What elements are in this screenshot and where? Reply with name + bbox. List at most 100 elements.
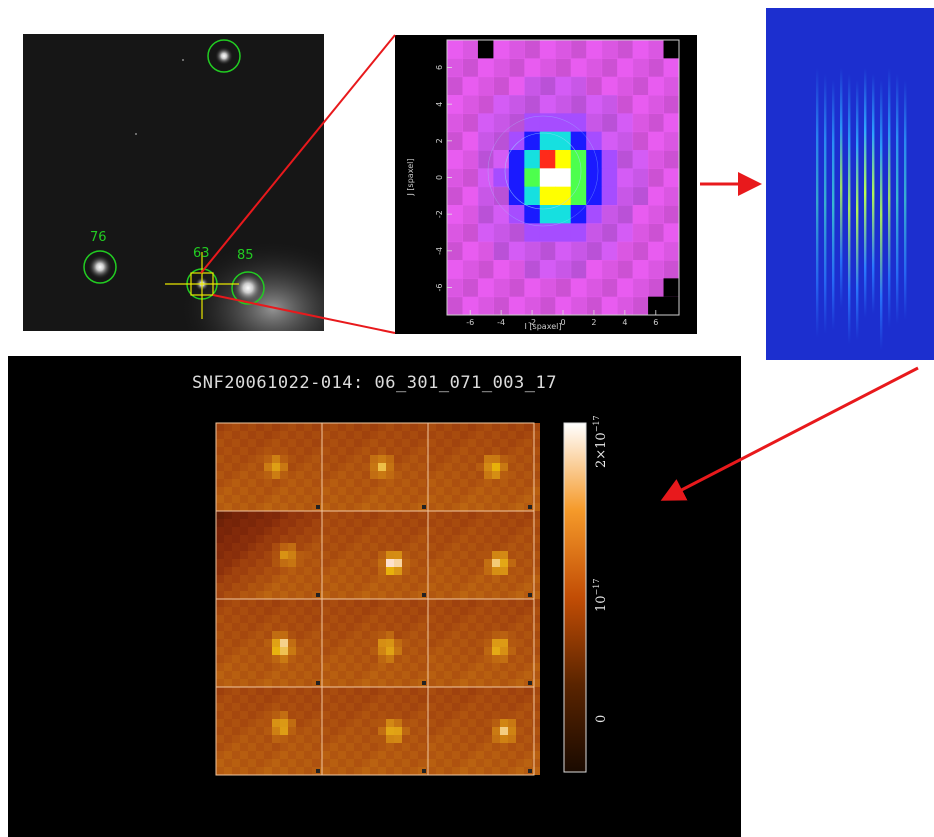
psf-spaxel — [447, 76, 463, 96]
psf-spaxel — [508, 205, 525, 224]
psf-spaxel — [648, 223, 665, 243]
psf-spaxel — [508, 150, 525, 169]
psf-spaxel — [648, 76, 665, 96]
psf-spaxel — [586, 168, 603, 188]
psf-spaxel — [601, 296, 618, 316]
psf-spaxel — [570, 205, 587, 224]
psf-spaxel — [447, 113, 463, 133]
psf-spaxel — [477, 205, 494, 224]
psf-spaxel — [570, 40, 587, 59]
psf-spaxel — [524, 186, 541, 206]
psf-spaxel — [555, 296, 572, 316]
psf-spaxel — [508, 76, 525, 96]
spectrum-streak — [816, 68, 819, 338]
psf-spaxel — [663, 95, 680, 114]
psf-spaxel — [586, 278, 603, 298]
psf-spaxel — [462, 241, 479, 261]
psf-y-tick-label: -2 — [435, 210, 444, 218]
psf-spaxel — [524, 205, 541, 224]
psf-y-tick-label: 2 — [435, 138, 444, 143]
psf-spaxel — [632, 223, 649, 243]
psf-spaxel — [586, 223, 603, 243]
cube-slice-tile — [215, 510, 328, 600]
psf-spaxel — [539, 113, 556, 133]
psf-spaxel — [601, 205, 618, 224]
psf-spaxel — [539, 131, 556, 151]
psf-spaxel — [539, 168, 556, 188]
psf-y-tick-label: 0 — [435, 175, 444, 180]
raw-spectra-image — [766, 8, 934, 360]
psf-spaxel — [508, 58, 525, 78]
spectrum-streak — [872, 74, 875, 314]
psf-spaxel — [477, 58, 494, 78]
psf-y-tick-label: -4 — [435, 247, 444, 255]
psf-spaxel — [555, 260, 572, 279]
source-label-63: 63 — [193, 246, 210, 261]
psf-spaxel — [570, 76, 587, 96]
psf-spaxel — [524, 58, 541, 78]
psf-spaxel — [601, 76, 618, 96]
psf-spaxel — [632, 131, 649, 151]
psf-spaxel — [555, 278, 572, 298]
psf-spaxel — [462, 131, 479, 151]
psf-spaxel — [524, 168, 541, 188]
psf-spaxel — [477, 76, 494, 96]
psf-spaxel — [617, 241, 634, 261]
psf-spaxel — [601, 168, 618, 188]
source-label-76: 76 — [90, 230, 107, 245]
psf-spaxel — [663, 186, 680, 206]
psf-spaxel — [508, 296, 525, 316]
psf-spaxel — [508, 223, 525, 243]
psf-spaxel — [539, 186, 556, 206]
psf-spaxel — [447, 205, 463, 224]
psf-spaxel — [601, 278, 618, 298]
psf-spaxel — [508, 131, 525, 151]
psf-spaxel — [462, 223, 479, 243]
psf-spaxel — [555, 150, 572, 169]
psf-spaxel — [555, 223, 572, 243]
psf-spaxel — [462, 40, 479, 59]
psf-spaxel — [617, 205, 634, 224]
spectrum-streak — [888, 68, 891, 328]
psf-spaxel — [663, 76, 680, 96]
psf-spaxel — [648, 131, 665, 151]
psf-spaxel — [493, 168, 510, 188]
psf-spaxel — [508, 241, 525, 261]
psf-spaxel — [477, 296, 494, 316]
psf-spaxel — [663, 241, 680, 261]
spectrum-streak — [848, 74, 851, 344]
psf-dead-spaxel — [663, 278, 679, 297]
psf-spaxel — [508, 40, 525, 59]
psf-spaxel — [508, 113, 525, 133]
psf-spaxel — [586, 58, 603, 78]
psf-spaxel — [539, 260, 556, 279]
psf-spaxel — [524, 95, 541, 114]
psf-spaxel — [524, 223, 541, 243]
psf-spaxel — [663, 113, 680, 133]
psf-spaxel — [632, 40, 649, 59]
psf-spaxel — [508, 260, 525, 279]
psf-spaxel — [447, 186, 463, 206]
psf-spaxel — [555, 131, 572, 151]
psf-spaxel — [632, 150, 649, 169]
psf-spaxel — [617, 296, 634, 316]
psf-spaxel — [632, 205, 649, 224]
psf-spaxel — [586, 186, 603, 206]
psf-spaxel — [555, 95, 572, 114]
cube-slice-tile — [321, 686, 434, 776]
psf-spaxel — [555, 76, 572, 96]
psf-spaxel — [524, 131, 541, 151]
psf-spaxel — [447, 260, 463, 279]
star-top — [215, 47, 233, 65]
spectrum-streak — [864, 68, 867, 318]
psf-spaxel — [508, 278, 525, 298]
psf-spaxel — [555, 241, 572, 261]
psf-spaxel — [601, 241, 618, 261]
cube-slice-tile — [321, 422, 434, 512]
psf-spaxel — [570, 131, 587, 151]
psf-dead-spaxel — [663, 40, 679, 59]
psf-spaxel — [493, 186, 510, 206]
psf-spaxel — [586, 95, 603, 114]
psf-spaxel — [617, 150, 634, 169]
psf-spaxel — [632, 296, 649, 316]
